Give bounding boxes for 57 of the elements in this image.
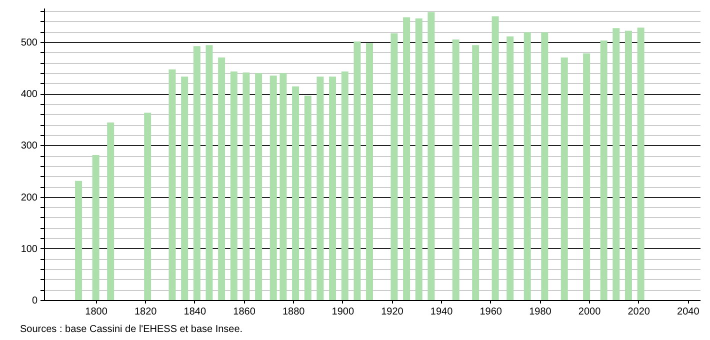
y-tick-label: 0	[32, 296, 38, 306]
bar	[280, 73, 287, 300]
x-tick-label: 1900	[332, 306, 354, 318]
x-tick-label: 2040	[677, 306, 700, 318]
bar	[230, 71, 238, 300]
x-tick-label: 1860	[233, 306, 256, 318]
bar	[472, 45, 480, 300]
source-note: Sources : base Cassini de l'EHESS et base Insee.	[20, 324, 243, 335]
bar	[506, 36, 514, 300]
bar	[366, 43, 374, 300]
x-tick-label: 1980	[529, 306, 552, 318]
bar	[75, 180, 82, 300]
bar	[92, 155, 100, 300]
bar	[612, 28, 620, 300]
y-tick-label: 100	[20, 244, 38, 255]
bar	[600, 40, 608, 300]
bar	[206, 45, 213, 300]
x-tick-label: 1880	[282, 306, 306, 318]
bar	[181, 76, 188, 300]
y-tick-label: 400	[20, 89, 38, 100]
bar	[292, 86, 300, 300]
bar	[316, 76, 324, 300]
x-tick-label: 1820	[134, 306, 158, 318]
bar	[583, 53, 590, 300]
x-tick-label: 1920	[381, 306, 404, 318]
bar	[415, 18, 422, 300]
bar	[304, 96, 312, 300]
bar	[193, 46, 200, 300]
bar	[218, 58, 226, 300]
bar	[624, 30, 632, 300]
bar	[270, 76, 277, 300]
bar	[329, 76, 336, 300]
bar	[144, 112, 152, 300]
bar	[524, 32, 531, 300]
bar	[637, 28, 644, 300]
x-tick-label: 2020	[628, 306, 650, 318]
bar	[354, 42, 361, 300]
bar	[107, 122, 114, 300]
bar	[560, 58, 568, 300]
bar	[403, 17, 410, 300]
y-tick-label: 500	[20, 38, 38, 49]
x-tick-label: 2000	[578, 306, 602, 318]
bar	[452, 39, 460, 300]
x-tick-label: 1960	[480, 306, 502, 318]
bar	[341, 71, 348, 300]
x-tick-label: 1800	[85, 306, 108, 318]
bar	[492, 16, 499, 300]
bar	[255, 73, 262, 300]
x-tick-label: 1840	[184, 306, 206, 318]
bar	[428, 12, 435, 300]
bar	[242, 72, 250, 300]
bar	[168, 69, 176, 300]
x-tick-label: 1940	[430, 306, 454, 318]
y-tick-label: 200	[20, 192, 38, 204]
bar	[390, 33, 398, 300]
bar	[541, 32, 548, 300]
y-tick-label: 300	[20, 140, 38, 152]
